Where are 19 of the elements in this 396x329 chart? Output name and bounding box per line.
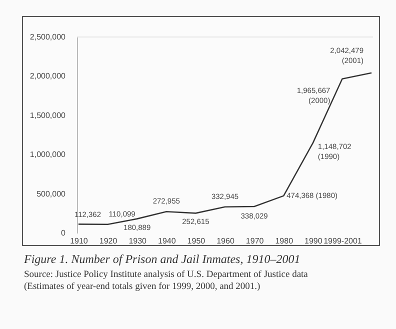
source-note: Source: Justice Policy Institute analysis of U.S. Department of Justice data	[24, 269, 309, 281]
x-tick-label: 1920	[99, 236, 118, 246]
text: (Estimates of year-end totals given for 1999, 2000, and 2001.)	[24, 281, 262, 293]
y-tick-label: 0	[61, 228, 66, 238]
x-tick-label: 1940	[158, 236, 176, 246]
x-tick-label: 1990	[304, 236, 323, 246]
y-tick-label: 2,500,000	[30, 32, 66, 42]
y-tick-label: 1,500,000	[30, 110, 66, 120]
x-tick-label: 1930	[128, 236, 148, 246]
y-tick-label: 500,000	[36, 189, 66, 198]
x-tick-label: 1950	[187, 236, 206, 246]
y-tick-label: 1,000,000	[30, 150, 66, 160]
x-tick-label: 1980	[275, 236, 294, 246]
text: Figure 1. Number of Prison and Jail Inmates, 1910–2001	[24, 252, 302, 267]
x-tick-label: 1960	[216, 236, 235, 246]
x-tick-label: 1999-2001	[324, 236, 362, 246]
x-tick-label: 1970	[246, 236, 264, 246]
x-tick-label: 1910	[70, 236, 88, 246]
y-tick-label: 2,000,000	[30, 72, 66, 81]
